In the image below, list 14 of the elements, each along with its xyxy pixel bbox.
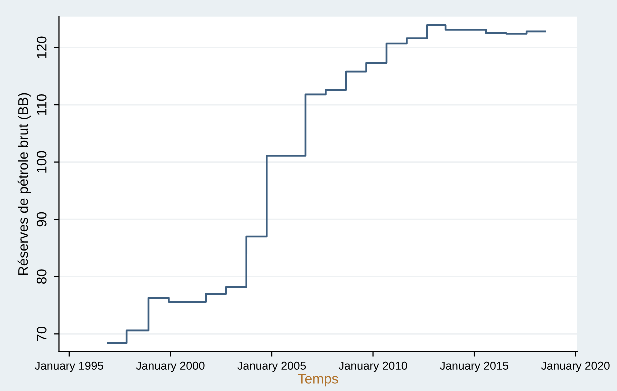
- y-tick-label: 70: [36, 326, 47, 342]
- y-tick-label: 80: [36, 270, 47, 284]
- x-tick-label: January 2010: [338, 362, 408, 372]
- x-axis-title: Temps: [298, 374, 338, 387]
- y-axis-title: Réserves de pétrole brut (BB): [18, 93, 32, 276]
- y-tick-label: 90: [36, 212, 47, 227]
- x-tick-label: January 2005: [238, 362, 306, 372]
- y-tick-label: 120: [36, 36, 47, 58]
- x-tick-label: January 1995: [35, 362, 104, 372]
- x-tick-label: January 2000: [136, 362, 205, 372]
- x-tick-label: January 2020: [541, 362, 610, 372]
- y-tick-label: 110: [36, 94, 47, 116]
- y-tick-label: 100: [36, 151, 47, 173]
- x-tick-label: January 2015: [440, 362, 509, 372]
